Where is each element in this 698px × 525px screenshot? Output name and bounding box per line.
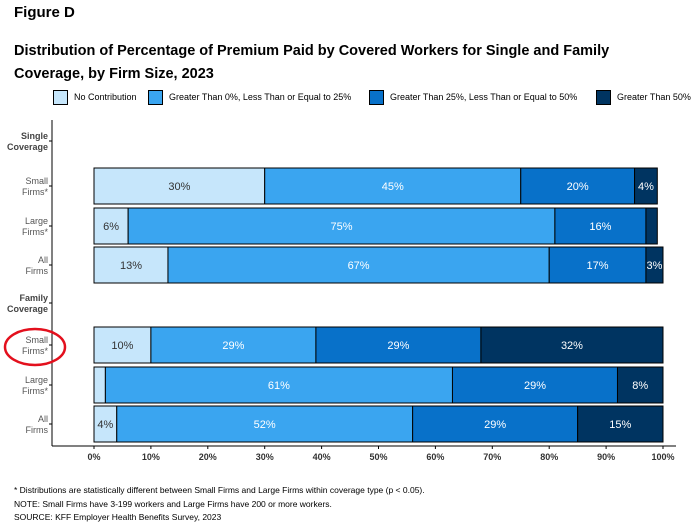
row-label-line2: Firms [26,266,49,276]
data-label: 3% [647,260,663,272]
legend-item-gt0-le25: Greater Than 0%, Less Than or Equal to 2… [148,89,351,105]
data-label: 67% [348,260,370,272]
data-label: 32% [561,340,583,352]
row-label-line2: Firms* [22,227,48,237]
row-label-line2: Firms* [22,187,48,197]
data-label: 61% [268,380,290,392]
footnotes: * Distributions are statistically differ… [14,484,425,525]
x-tick-label: 100% [651,452,674,462]
legend-item-no-contribution: No Contribution [53,89,137,105]
highlight-circle [3,327,67,367]
row-label-line1: Small [25,335,48,345]
legend: No Contribution Greater Than 0%, Less Th… [0,89,698,105]
stacked-bar-chart: 0% 10% 20% 30% 40% 50% 60% 70% 80% 90% 100%SingleC… [3,120,676,462]
bar-segment [93,207,129,245]
data-label: 13% [120,260,142,272]
legend-swatch [596,89,611,105]
data-label: 16% [589,221,611,233]
legend-swatch [53,89,68,105]
x-tick-label: 10% [142,452,160,462]
bar-segment [93,246,169,284]
row-label-line1: Large [25,216,48,226]
bar-segment [167,246,550,284]
data-label: 30% [168,181,190,193]
row-label-line1: All [38,255,48,265]
data-label: 6% [103,221,119,233]
bar-segment [548,246,647,284]
group-heading-line1: Single [21,131,48,141]
bar-segment [554,207,647,245]
bar-segment [127,207,556,245]
data-label: 4% [97,419,113,431]
group-heading-line2: Coverage [7,304,48,314]
x-tick-label: 20% [199,452,217,462]
bar-segment [616,366,664,404]
footnote-note: NOTE: Small Firms have 3-199 workers and… [14,498,332,509]
legend-label: Greater Than 0%, Less Than or Equal to 2… [169,92,352,102]
x-tick-label: 50% [369,452,387,462]
data-label: 20% [567,181,589,193]
x-tick-label: 90% [597,452,615,462]
row-label-line2: Firms [26,425,49,435]
footnote-significance: * Distributions are statistically differ… [14,485,425,495]
bar-segment [93,326,152,364]
legend-item-gt50: Greater Than 50% [596,89,691,105]
data-label: 45% [382,181,404,193]
footnote-source: SOURCE: KFF Employer Health Benefits Sur… [14,512,222,522]
bar-segment [577,405,664,443]
x-tick-label: 70% [483,452,501,462]
data-label: 29% [222,340,244,352]
legend-label: No Contribution [74,92,137,102]
bar-segment [264,167,522,205]
bar-segment [480,326,664,364]
group-heading-line1: Family [19,293,48,303]
data-label: 8% [632,380,648,392]
data-label: 29% [524,380,546,392]
data-label: 29% [387,340,409,352]
data-label: 75% [330,221,352,233]
legend-label: Greater Than 25%, Less Than or Equal to … [390,92,578,102]
bar-segment [634,167,658,205]
data-label: 15% [609,419,631,431]
row-label-line1: Large [25,375,48,385]
bar-segment [93,167,266,205]
group-heading-line2: Coverage [7,142,48,152]
x-tick-label: 30% [256,452,274,462]
bar-segment [104,366,453,404]
x-tick-label: 40% [313,452,331,462]
bar-segment [645,246,664,284]
row-label-line2: Firms* [22,346,48,356]
bar-segment [150,326,317,364]
data-label: 10% [111,340,133,352]
row-label-line1: Small [25,176,48,186]
data-label: 29% [484,419,506,431]
bar-segment [315,326,482,364]
chart-title: Distribution of Percentage of Premium Pa… [14,43,610,82]
x-tick-label: 80% [540,452,558,462]
data-label: 4% [638,181,654,193]
legend-label: Greater Than 50% [617,92,691,102]
bar-segment [645,207,658,245]
bar-segment [451,366,618,404]
x-tick-label: 60% [426,452,444,462]
legend-swatch [148,89,163,105]
row-label-line2: Firms* [22,386,48,396]
legend-swatch [369,89,384,105]
figure-label: Figure D [14,4,75,21]
legend-item-gt25-le50: Greater Than 25%, Less Than or Equal to … [369,89,577,105]
x-tick-label: 0% [87,452,100,462]
bar-segment [520,167,636,205]
row-label-line1: All [38,414,48,424]
bar-segment [93,366,106,404]
data-label: 52% [254,419,276,431]
data-label: 17% [587,260,609,272]
